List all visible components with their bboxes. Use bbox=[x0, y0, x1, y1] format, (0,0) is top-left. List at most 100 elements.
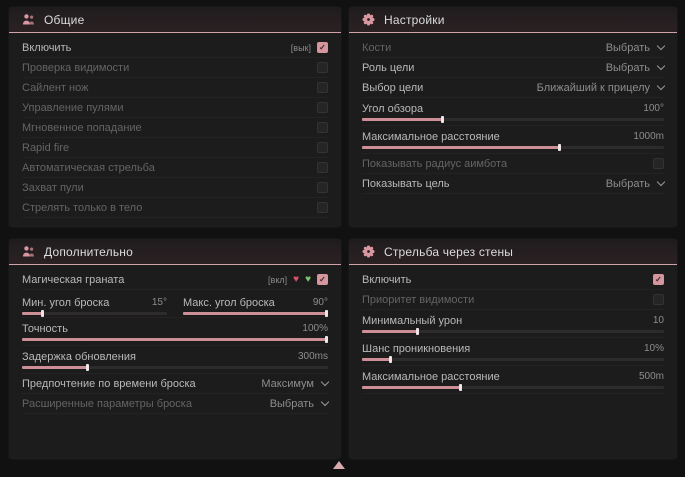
row-toggle: Проверка видимости bbox=[22, 58, 328, 78]
slider: Макс. угол броска 90° bbox=[183, 295, 328, 317]
row-controls bbox=[317, 62, 328, 73]
row-label: Предпочтение по времени броска bbox=[22, 377, 196, 390]
dropdown[interactable]: Выбрать bbox=[269, 397, 330, 410]
row-label: Задержка обновления bbox=[22, 350, 136, 363]
checkbox[interactable] bbox=[317, 274, 328, 285]
dropdown-value: Выбрать bbox=[605, 177, 650, 190]
checkbox[interactable] bbox=[317, 102, 328, 113]
chevron-down-icon bbox=[656, 81, 666, 90]
row-label: Показывать радиус аимбота bbox=[362, 157, 508, 170]
checkbox[interactable] bbox=[317, 182, 328, 193]
dropdown[interactable]: Ближайший к прицелу bbox=[537, 81, 666, 94]
dropdown-value: Выбрать bbox=[605, 61, 650, 74]
checkbox[interactable] bbox=[317, 142, 328, 153]
slider-track[interactable] bbox=[362, 356, 664, 363]
users-icon bbox=[22, 245, 35, 258]
red-heart-icon[interactable]: ♥ bbox=[293, 273, 300, 285]
checkbox[interactable] bbox=[317, 202, 328, 213]
panel-body: Включить [вык] Проверка видимости Сайлент н… bbox=[9, 33, 341, 218]
chevron-down-icon bbox=[320, 397, 330, 406]
slider-track[interactable] bbox=[183, 310, 328, 317]
slider-thumb[interactable] bbox=[458, 384, 462, 391]
slider-value: 100% bbox=[302, 323, 328, 334]
slider-fill bbox=[362, 118, 444, 121]
dropdown[interactable]: Выбрать bbox=[605, 61, 666, 74]
gear-icon bbox=[362, 13, 375, 26]
slider-value: 300ms bbox=[297, 351, 328, 362]
slider-track[interactable] bbox=[362, 384, 664, 391]
row-label: Максимальное расстояние bbox=[362, 370, 500, 383]
slider-labels: Шанс проникновения 10% bbox=[362, 341, 664, 356]
scroll-up-indicator[interactable] bbox=[333, 461, 345, 469]
slider-thumb[interactable] bbox=[40, 310, 44, 317]
row-controls bbox=[317, 122, 328, 133]
checkbox[interactable] bbox=[317, 82, 328, 93]
dropdown[interactable]: Выбрать bbox=[605, 177, 666, 190]
checkbox[interactable] bbox=[653, 158, 664, 169]
slider: Минимальный урон 10 bbox=[362, 313, 664, 335]
row-controls bbox=[317, 142, 328, 153]
slider-thumb[interactable] bbox=[416, 328, 420, 335]
slider-labels: Задержка обновления 300ms bbox=[22, 349, 328, 364]
row-controls bbox=[317, 202, 328, 213]
slider-thumb[interactable] bbox=[325, 310, 328, 317]
row-toggle: Автоматическая стрельба bbox=[22, 158, 328, 178]
row-toggle: Включить [вык] bbox=[22, 38, 328, 58]
dropdown[interactable]: Максимум bbox=[261, 377, 330, 390]
checkbox[interactable] bbox=[653, 294, 664, 305]
slider-labels: Максимальное расстояние 1000m bbox=[362, 129, 664, 144]
checkbox[interactable] bbox=[317, 162, 328, 173]
slider-thumb[interactable] bbox=[440, 116, 444, 123]
slider-thumb[interactable] bbox=[86, 364, 90, 371]
slider-fill bbox=[362, 358, 393, 361]
slider-track[interactable] bbox=[362, 144, 664, 151]
row-label: Макс. угол броска bbox=[183, 296, 275, 309]
row-slider: Задержка обновления 300ms bbox=[22, 346, 328, 374]
slider-fill bbox=[362, 386, 462, 389]
slider-fill bbox=[183, 312, 328, 315]
row-toggle: Показывать радиус аимбота bbox=[362, 154, 664, 174]
row-label: Показывать цель bbox=[362, 177, 450, 190]
slider-thumb[interactable] bbox=[389, 356, 393, 363]
slider-thumb[interactable] bbox=[558, 144, 562, 151]
row-label: Угол обзора bbox=[362, 102, 424, 115]
slider-value: 90° bbox=[312, 297, 328, 308]
row-slider: Максимальное расстояние 1000m bbox=[362, 126, 664, 154]
users-icon bbox=[22, 13, 35, 26]
row-dropdown: Кости Выбрать bbox=[362, 38, 666, 58]
slider-track[interactable] bbox=[362, 328, 664, 335]
slider: Угол обзора 100° bbox=[362, 101, 664, 123]
dropdown-value: Выбрать bbox=[269, 397, 314, 410]
slider-labels: Минимальный урон 10 bbox=[362, 313, 664, 328]
slider-value: 1000m bbox=[633, 131, 664, 142]
panel-title: Общие bbox=[44, 12, 85, 27]
slider-thumb[interactable] bbox=[325, 336, 328, 343]
panel-title: Настройки bbox=[384, 12, 445, 27]
chevron-down-icon bbox=[320, 377, 330, 386]
row-slider-pair: Мин. угол броска 15° Макс. угол броска 90° bbox=[22, 290, 328, 318]
slider: Шанс проникновения 10% bbox=[362, 341, 664, 363]
checkbox[interactable] bbox=[653, 274, 664, 285]
chevron-down-icon bbox=[656, 61, 666, 70]
slider-track[interactable] bbox=[22, 336, 328, 343]
checkbox[interactable] bbox=[317, 42, 328, 53]
checkbox[interactable] bbox=[317, 122, 328, 133]
dropdown[interactable]: Выбрать bbox=[606, 41, 666, 54]
row-toggle: Захват пули bbox=[22, 178, 328, 198]
row-slider: Угол обзора 100° bbox=[362, 98, 664, 126]
row-toggle: Магическая граната [вкл] ♥ ♥ bbox=[22, 270, 328, 290]
row-dropdown: Предпочтение по времени броска Максимум bbox=[22, 374, 330, 394]
checkbox[interactable] bbox=[317, 62, 328, 73]
slider-track[interactable] bbox=[362, 116, 664, 123]
row-label: Управление пулями bbox=[22, 101, 124, 114]
slider-value: 15° bbox=[151, 297, 167, 308]
green-heart-icon[interactable]: ♥ bbox=[305, 273, 311, 285]
row-label: Включить bbox=[362, 273, 412, 286]
slider-labels: Угол обзора 100° bbox=[362, 101, 664, 116]
slider-track[interactable] bbox=[22, 310, 167, 317]
row-label: Роль цели bbox=[362, 61, 415, 74]
panel-settings: Настройки Кости Выбрать Роль цели Выбрать Выб… bbox=[348, 6, 678, 228]
slider-value: 500m bbox=[638, 371, 664, 382]
slider-labels: Точность 100% bbox=[22, 321, 328, 336]
slider-track[interactable] bbox=[22, 364, 328, 371]
